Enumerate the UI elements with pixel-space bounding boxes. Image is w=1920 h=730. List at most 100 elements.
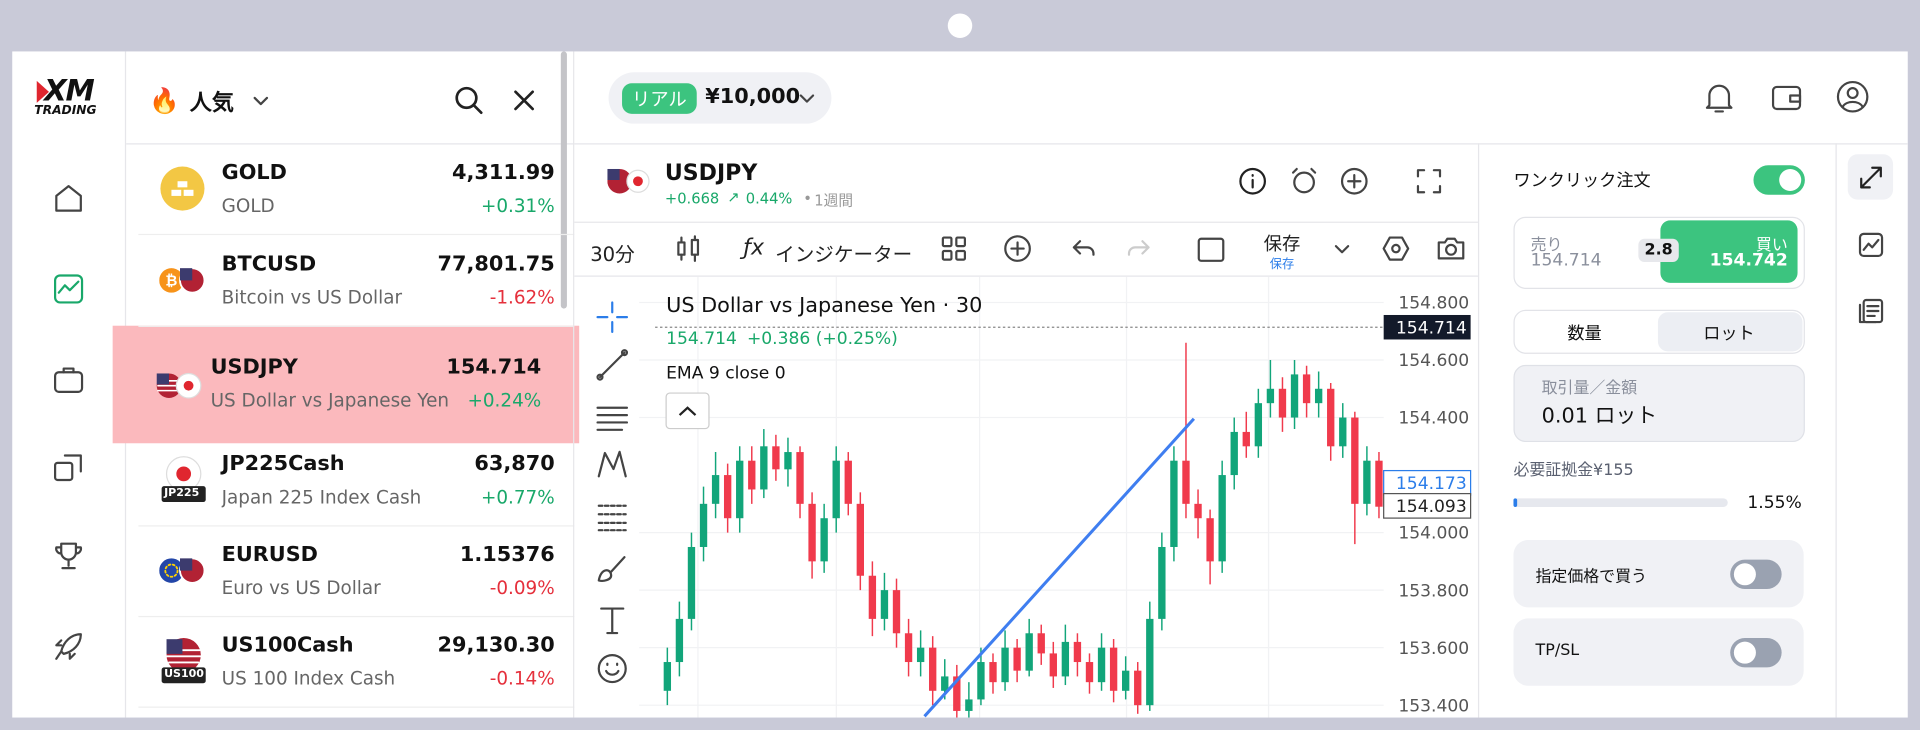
save-button[interactable]: 保存 — [1263, 232, 1301, 255]
drawn-trendline[interactable] — [923, 417, 1196, 718]
candle-body — [699, 503, 708, 547]
wallet-icon[interactable] — [1769, 81, 1803, 115]
brush-tool[interactable] — [595, 551, 629, 585]
watchlist-row[interactable]: GOLD GOLD 4,311.99 +0.31% — [138, 143, 575, 236]
price: 4,311.99 — [451, 160, 555, 185]
watchlist-row[interactable]: EURUSD Euro vs US Dollar 1.15376 -0.09% — [138, 525, 575, 618]
dropdown-icon[interactable] — [1332, 239, 1352, 259]
instrument-name: GOLD — [221, 194, 275, 217]
logo-text: XM — [44, 73, 95, 108]
indicators[interactable]: インジケーター — [775, 242, 913, 266]
text-tool[interactable] — [595, 602, 629, 636]
limit-order-toggle[interactable] — [1730, 559, 1782, 589]
trade-icon[interactable] — [1856, 163, 1885, 192]
alert-icon[interactable] — [1289, 167, 1318, 196]
badge: JP225 — [164, 487, 200, 500]
account-icon[interactable] — [1836, 80, 1870, 114]
divider — [574, 221, 1478, 223]
price: 29,130.30 — [437, 633, 555, 658]
channel-tool[interactable] — [595, 400, 629, 434]
add-icon[interactable] — [1340, 167, 1369, 196]
one-click-toggle[interactable] — [1753, 165, 1805, 195]
select-icon[interactable] — [1196, 235, 1225, 264]
dropdown-icon[interactable] — [797, 88, 817, 108]
candle-body — [1134, 670, 1142, 706]
candle-body — [1013, 647, 1021, 671]
change: -0.09% — [489, 576, 555, 599]
tab[interactable]: ロット — [1703, 324, 1755, 345]
watchlist-row-selected[interactable]: USDJPY US Dollar vs Japanese Yen 154.714… — [131, 345, 561, 423]
trendline-tool[interactable] — [595, 348, 629, 382]
settings-icon[interactable] — [1381, 234, 1410, 263]
candles — [663, 342, 1383, 718]
change: +0.77% — [480, 486, 555, 509]
portfolio-icon[interactable] — [51, 362, 85, 396]
search-icon[interactable] — [453, 84, 485, 116]
fullscreen-icon[interactable] — [1414, 167, 1443, 196]
layout-icon[interactable] — [940, 235, 967, 262]
watchlist-row[interactable]: JP225 JP225Cash Japan 225 Index Cash 63,… — [138, 435, 575, 527]
buy-button[interactable] — [1660, 220, 1798, 283]
instrument-name: US 100 Index Cash — [221, 667, 396, 690]
watchlist-row[interactable]: ₿ BTCUSD Bitcoin vs US Dollar 77,801.75 … — [138, 235, 575, 327]
copy-icon[interactable] — [51, 451, 85, 485]
chart-icon[interactable] — [51, 272, 85, 306]
symbol: GOLD — [221, 160, 287, 185]
candle-body — [1363, 460, 1371, 504]
candle-body — [832, 460, 840, 519]
interval[interactable]: 30分 — [590, 242, 635, 266]
candle-body — [977, 662, 985, 700]
watchlist-title[interactable]: 人気 — [189, 90, 234, 117]
watchlist-row[interactable]: US100 US100Cash US 100 Index Cash 29,130… — [138, 616, 575, 708]
unit-tabs — [1513, 309, 1805, 354]
emoji-tool[interactable] — [595, 651, 629, 685]
candle-body — [1302, 374, 1311, 404]
divider — [126, 143, 575, 145]
snapshot-icon[interactable] — [1435, 234, 1467, 263]
candle-body — [1327, 388, 1335, 447]
margin: 必要証拠金¥155 — [1513, 461, 1634, 480]
instrument-name: US Dollar vs Japanese Yen — [210, 389, 450, 412]
fire-icon: 🔥 — [149, 85, 180, 116]
balance: ¥10,000 — [705, 84, 801, 109]
info-icon[interactable] — [1238, 167, 1267, 196]
compare-icon[interactable] — [1003, 234, 1032, 263]
price-chart: US Dollar vs Japanese Yen · 30 154.714 +… — [639, 276, 1472, 718]
y-tick-label: 153.400 — [1398, 696, 1469, 716]
bell-icon[interactable] — [1703, 81, 1735, 115]
margin-pct: 1.55% — [1747, 493, 1802, 514]
close-icon[interactable] — [512, 88, 536, 112]
candle-type-icon[interactable] — [673, 234, 702, 263]
home-icon[interactable] — [51, 181, 85, 215]
tpsl-label: TP/SL — [1535, 641, 1580, 660]
candle-body — [796, 452, 804, 504]
last-price-label: 154.714 — [1396, 318, 1467, 338]
candle-body — [687, 546, 696, 619]
price: 1.15376 — [459, 542, 555, 567]
candle-body — [989, 662, 997, 683]
tab[interactable]: 数量 — [1567, 324, 1602, 345]
trophy-icon[interactable] — [51, 539, 85, 573]
price: 154.714 — [446, 355, 542, 380]
legend-change: +0.386 (+0.25%) — [747, 329, 898, 349]
candle-body — [1351, 417, 1359, 504]
redo-icon[interactable] — [1125, 235, 1152, 262]
fib-tool[interactable] — [595, 500, 629, 534]
tpsl-toggle[interactable] — [1730, 637, 1782, 668]
margin-bar-fill — [1513, 498, 1518, 507]
candle-body — [1230, 431, 1238, 476]
rocket-icon[interactable] — [51, 629, 85, 663]
volume-input[interactable] — [1513, 364, 1805, 443]
pattern-tool[interactable] — [595, 447, 629, 481]
candle-body — [808, 503, 816, 562]
history-icon[interactable] — [1856, 296, 1885, 325]
crosshair-tool[interactable] — [595, 300, 629, 334]
positions-icon[interactable] — [1856, 230, 1885, 259]
candle-body — [929, 647, 937, 691]
sell-button[interactable] — [1513, 216, 1805, 289]
undo-icon[interactable] — [1070, 235, 1097, 262]
candle-body — [916, 647, 925, 663]
collapse-button[interactable] — [665, 392, 710, 430]
dropdown-icon[interactable] — [251, 91, 271, 111]
